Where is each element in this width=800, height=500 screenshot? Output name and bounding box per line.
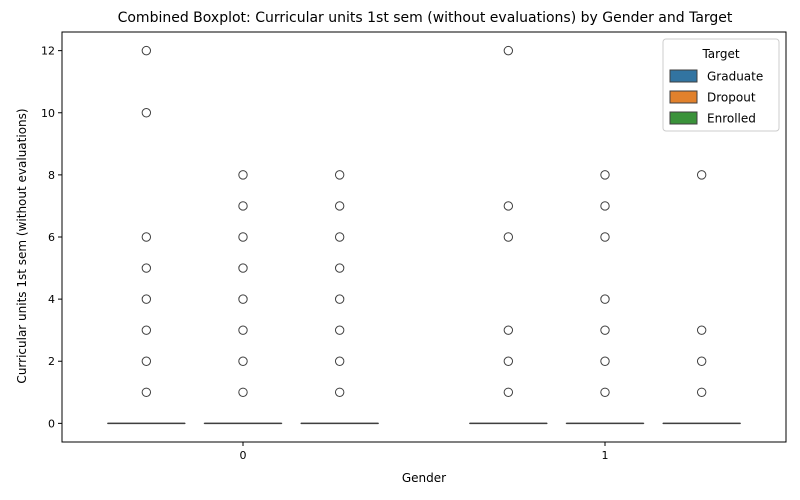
outlier-point [334, 263, 345, 273]
outlier-point [334, 294, 345, 304]
outlier-point [696, 325, 707, 335]
legend-label-enrolled: Enrolled [707, 112, 756, 126]
outlier-point [141, 263, 152, 273]
outlier-point [334, 356, 345, 366]
outlier-point [141, 232, 152, 242]
outlier-point [141, 387, 152, 398]
y-tick-label: 10 [41, 107, 55, 120]
legend: Target Graduate Dropout Enrolled [662, 38, 780, 132]
x-axis-label: Gender [402, 471, 446, 485]
outlier-point [600, 294, 610, 304]
x-tick-label: 0 [240, 449, 247, 462]
plot-area-frame [61, 31, 787, 443]
outlier-point [503, 201, 514, 211]
y-axis-label: Curricular units 1st sem (without evalua… [15, 108, 29, 383]
y-tick-label: 8 [48, 169, 55, 182]
outlier-point [334, 387, 345, 398]
y-tick-label: 6 [48, 231, 55, 244]
legend-title: Target [701, 47, 739, 61]
outlier-point [238, 232, 248, 242]
outlier-point [503, 325, 514, 335]
outlier-point [600, 387, 610, 398]
y-tick-label: 0 [48, 417, 55, 430]
legend-label-dropout: Dropout [707, 91, 756, 105]
outlier-point [238, 263, 248, 273]
plot-marks: 0 2 4 6 8 10 12 0 1 [41, 45, 741, 462]
outlier-point [600, 232, 610, 242]
outlier-point [600, 201, 610, 211]
outlier-point [600, 170, 610, 180]
y-tick-label: 4 [48, 293, 55, 306]
outlier-point [238, 356, 248, 366]
outlier-point [503, 232, 514, 242]
legend-frame [662, 38, 780, 132]
outlier-point [334, 201, 345, 211]
outlier-point [238, 325, 248, 335]
outlier-point [696, 356, 707, 366]
outlier-point [600, 325, 610, 335]
outlier-point [334, 232, 345, 242]
legend-swatch-enrolled [669, 111, 698, 125]
chart-title: Combined Boxplot: Curricular units 1st s… [118, 10, 733, 26]
outlier-point [238, 170, 248, 180]
outlier-point [141, 356, 152, 366]
outlier-point [503, 387, 514, 398]
outlier-point [696, 387, 707, 398]
legend-swatch-dropout [669, 90, 698, 104]
outlier-point [141, 325, 152, 335]
outlier-point [238, 387, 248, 398]
outlier-point [238, 201, 248, 211]
y-tick-label: 2 [48, 355, 55, 368]
outlier-point [696, 170, 707, 180]
outlier-point [334, 170, 345, 180]
outlier-point [503, 356, 514, 366]
legend-swatch-graduate [669, 69, 698, 83]
outlier-point [141, 108, 152, 118]
outlier-point [141, 45, 152, 56]
outlier-point [503, 45, 514, 56]
x-tick-label: 1 [602, 449, 609, 462]
legend-label-graduate: Graduate [707, 70, 763, 84]
y-tick-label: 12 [41, 45, 55, 58]
outlier-point [141, 294, 152, 304]
outlier-point [238, 294, 248, 304]
outlier-point [600, 356, 610, 366]
outlier-point [334, 325, 345, 335]
